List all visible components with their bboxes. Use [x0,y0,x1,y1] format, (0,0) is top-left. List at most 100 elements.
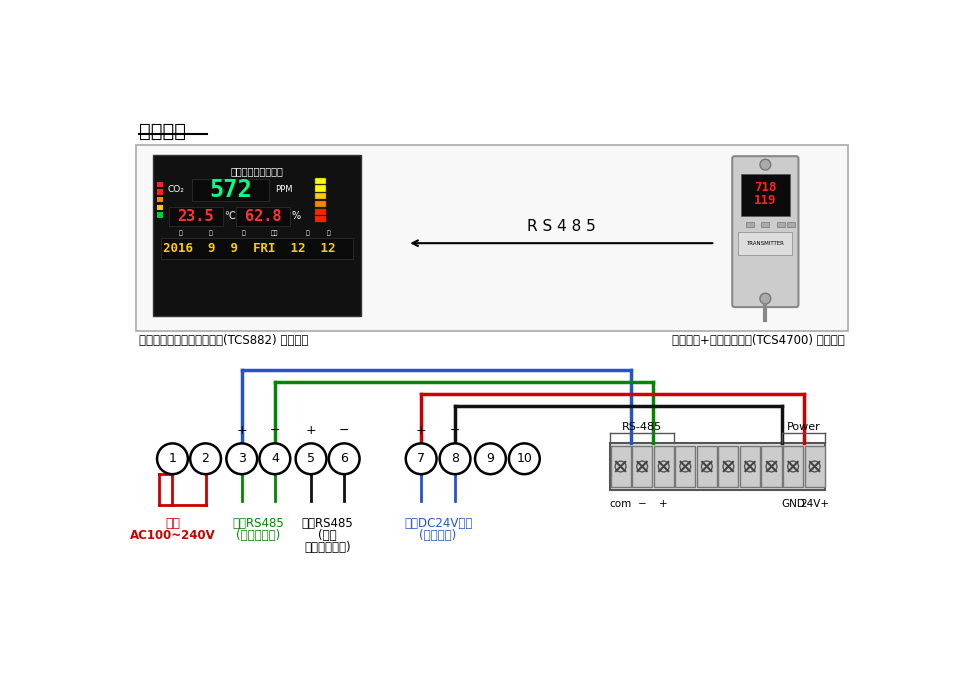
Text: 日: 日 [242,230,246,236]
Text: 輸入RS485: 輸入RS485 [232,517,284,530]
Text: 718: 718 [755,181,777,194]
Text: PPM: PPM [275,185,293,194]
Text: +: + [305,424,317,437]
Bar [654,445,674,488]
Text: %: % [292,211,300,221]
Text: 輸出DC24V電源: 輸出DC24V電源 [404,517,472,530]
Text: 接線範例: 接線範例 [139,122,186,141]
Text: 星期: 星期 [271,230,278,236]
Bar [315,216,325,223]
Text: 時: 時 [305,230,309,236]
Text: 分: 分 [327,230,330,236]
Bar [157,213,163,218]
Text: 4: 4 [271,452,278,465]
Circle shape [475,443,506,474]
Text: GND: GND [781,499,805,509]
Text: 5: 5 [307,452,315,465]
Text: 119: 119 [755,194,777,207]
Circle shape [760,293,771,304]
Bar [611,445,631,488]
Circle shape [440,443,470,474]
Text: 9: 9 [487,452,494,465]
Text: +: + [236,424,247,437]
Text: (給偵測器): (給偵測器) [420,529,457,542]
Text: 8: 8 [451,452,459,465]
Bar [136,145,848,331]
Text: CO₂: CO₂ [167,185,184,194]
Text: TRANSMITTER: TRANSMITTER [747,242,784,246]
Bar [777,221,784,227]
Circle shape [509,443,540,474]
Bar [718,445,738,488]
Circle shape [259,443,290,474]
Bar [804,445,825,488]
Circle shape [227,443,257,474]
Bar [315,201,325,207]
Text: 2: 2 [202,452,209,465]
Bar [632,445,652,488]
Bar [315,208,325,215]
Text: 2016  9  9  FRI  12  12: 2016 9 9 FRI 12 12 [163,242,336,255]
Text: 7: 7 [418,452,425,465]
Bar [761,221,769,227]
Text: 輸出RS485: 輸出RS485 [301,517,353,530]
Text: 23.5: 23.5 [178,208,214,223]
Bar [154,155,361,316]
Text: 給外部監視用): 給外部監視用) [304,541,350,554]
Bar [675,445,695,488]
Text: (接到偵測器): (接到偵測器) [236,529,280,542]
Bar [783,445,804,488]
Bar [192,179,269,201]
Bar [157,189,163,195]
Bar [741,174,790,216]
Bar [315,178,325,184]
Circle shape [406,443,437,474]
Bar [697,445,717,488]
Bar [787,221,795,227]
Text: 3: 3 [238,452,246,465]
Text: 室內空氣品質顯示器: 室內空氣品質顯示器 [230,166,283,177]
Bar [740,445,760,488]
Text: −: − [450,424,460,437]
Text: +: + [416,424,426,437]
Bar [761,445,781,488]
Bar [169,207,223,226]
Text: 電源: 電源 [165,517,180,530]
Circle shape [760,160,771,170]
Bar [157,197,163,202]
Bar [315,185,325,191]
Text: Power: Power [787,422,821,432]
Bar [738,232,792,255]
Text: (輸出: (輸出 [318,529,337,542]
Text: −: − [270,424,280,437]
Bar [157,181,163,187]
Text: com: com [610,499,632,509]
Text: 室內環境空氣品質顯示看板(TCS882) 接線角位: 室內環境空氣品質顯示看板(TCS882) 接線角位 [139,334,309,347]
Bar [746,221,754,227]
Bar [161,238,353,259]
Text: 二氧化碳+溫濕度偵測器(TCS4700) 接線角位: 二氧化碳+溫濕度偵測器(TCS4700) 接線角位 [672,334,845,347]
Text: −: − [637,499,646,509]
Text: 月: 月 [209,230,213,236]
Text: 10: 10 [516,452,532,465]
Bar [610,443,826,490]
Text: −: − [339,424,349,437]
Bar [236,207,290,226]
Text: 572: 572 [209,178,252,202]
Text: 24V+: 24V+ [800,499,829,509]
Text: AC100~240V: AC100~240V [130,529,215,542]
Text: 年: 年 [179,230,182,236]
Circle shape [157,443,188,474]
Bar [157,204,163,210]
Bar [315,193,325,200]
Text: RS-485: RS-485 [622,422,662,432]
Text: 1: 1 [169,452,177,465]
Text: R S 4 8 5: R S 4 8 5 [527,219,595,234]
Circle shape [328,443,360,474]
Text: ℃: ℃ [224,211,235,221]
Text: 62.8: 62.8 [245,208,281,223]
FancyBboxPatch shape [732,156,799,307]
Text: +: + [660,499,668,509]
Text: 6: 6 [340,452,348,465]
Circle shape [190,443,221,474]
